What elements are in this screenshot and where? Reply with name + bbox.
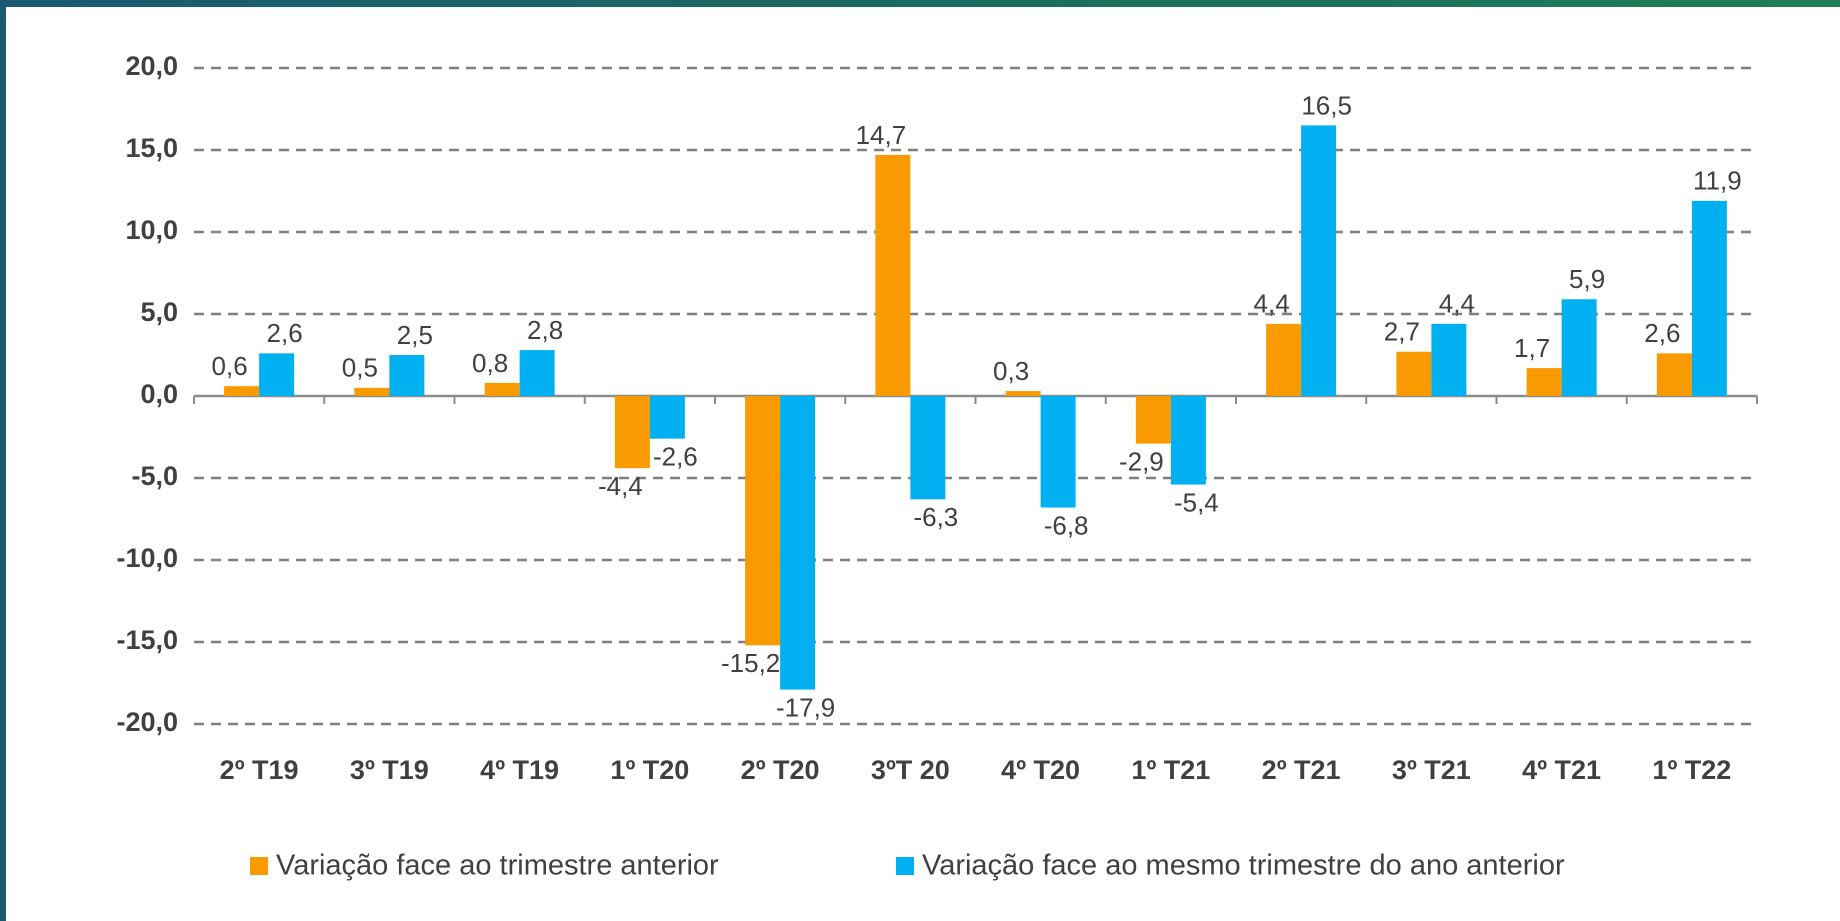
value-label: 4,4 bbox=[1254, 289, 1290, 319]
value-label: -6,8 bbox=[1044, 510, 1089, 540]
bar bbox=[649, 396, 685, 439]
bar bbox=[1266, 323, 1302, 396]
bar bbox=[1691, 200, 1727, 396]
bar bbox=[1526, 368, 1562, 396]
bar bbox=[910, 396, 946, 500]
value-label: 0,6 bbox=[212, 351, 248, 381]
y-tick-label: 0,0 bbox=[140, 379, 178, 409]
y-tick-label: 10,0 bbox=[125, 215, 178, 245]
x-tick-label: 1º T21 bbox=[1131, 755, 1210, 785]
value-label: -15,2 bbox=[721, 648, 780, 678]
value-label: -6,3 bbox=[913, 502, 958, 532]
bar bbox=[1040, 396, 1076, 508]
bar bbox=[614, 396, 650, 469]
x-tick-label: 1º T20 bbox=[610, 755, 689, 785]
bar bbox=[780, 396, 816, 690]
value-label: 2,6 bbox=[267, 318, 303, 348]
x-tick-label: 3º T21 bbox=[1392, 755, 1471, 785]
value-label: 2,6 bbox=[1644, 318, 1680, 348]
x-tick-label: 4º T21 bbox=[1522, 755, 1601, 785]
value-label: -4,4 bbox=[598, 471, 643, 501]
legend-label: Variação face ao trimestre anterior bbox=[276, 850, 719, 882]
x-tick-label: 2º T21 bbox=[1262, 755, 1341, 785]
value-label: 14,7 bbox=[856, 120, 907, 150]
bar bbox=[1135, 396, 1171, 444]
bar bbox=[1396, 351, 1432, 396]
value-label: -2,6 bbox=[653, 442, 698, 472]
bar bbox=[1561, 299, 1597, 396]
bar bbox=[1301, 125, 1337, 397]
bar bbox=[519, 350, 555, 396]
value-label: -2,9 bbox=[1119, 446, 1164, 476]
bar bbox=[1005, 391, 1041, 396]
x-tick-label: 3º T19 bbox=[350, 755, 429, 785]
x-tick-label: 4º T20 bbox=[1001, 755, 1080, 785]
x-tick-label: 4º T19 bbox=[480, 755, 559, 785]
y-tick-label: -20,0 bbox=[116, 707, 178, 737]
bar bbox=[875, 154, 911, 396]
bar bbox=[389, 355, 425, 396]
value-label: -17,9 bbox=[776, 692, 835, 722]
bar bbox=[1656, 353, 1692, 396]
value-label: 11,9 bbox=[1693, 166, 1742, 196]
y-tick-label: 20,0 bbox=[125, 51, 178, 81]
frame-left bbox=[0, 0, 6, 921]
y-tick-label: 5,0 bbox=[140, 297, 178, 327]
y-tick-label: 15,0 bbox=[125, 133, 178, 163]
x-tick-label: 2º T20 bbox=[741, 755, 820, 785]
frame-top bbox=[0, 0, 1840, 7]
bar bbox=[224, 386, 260, 396]
y-tick-label: -5,0 bbox=[131, 461, 178, 491]
value-label: 5,9 bbox=[1569, 264, 1605, 294]
legend-swatch bbox=[250, 857, 268, 875]
value-label: 0,5 bbox=[342, 353, 378, 383]
legend-swatch bbox=[896, 857, 914, 875]
value-label: 0,3 bbox=[993, 356, 1029, 386]
value-label: 2,5 bbox=[397, 320, 433, 350]
value-label: 2,7 bbox=[1384, 317, 1420, 347]
bar bbox=[1170, 396, 1206, 485]
value-label: 2,8 bbox=[527, 315, 563, 345]
value-label: 4,4 bbox=[1439, 289, 1475, 319]
value-label: -5,4 bbox=[1174, 487, 1219, 517]
value-label: 1,7 bbox=[1514, 333, 1550, 363]
y-tick-label: -10,0 bbox=[116, 543, 178, 573]
x-tick-label: 1º T22 bbox=[1652, 755, 1731, 785]
y-tick-label: -15,0 bbox=[116, 625, 178, 655]
bar bbox=[1431, 323, 1467, 396]
bar bbox=[259, 353, 295, 396]
bar bbox=[745, 396, 781, 646]
value-label: 0,8 bbox=[472, 348, 508, 378]
bar bbox=[354, 387, 390, 396]
value-label: 16,5 bbox=[1301, 90, 1352, 120]
legend-label: Variação face ao mesmo trimestre do ano … bbox=[922, 850, 1565, 882]
x-tick-label: 2º T19 bbox=[220, 755, 299, 785]
bar bbox=[484, 382, 520, 396]
x-tick-label: 3ºT 20 bbox=[871, 755, 950, 785]
